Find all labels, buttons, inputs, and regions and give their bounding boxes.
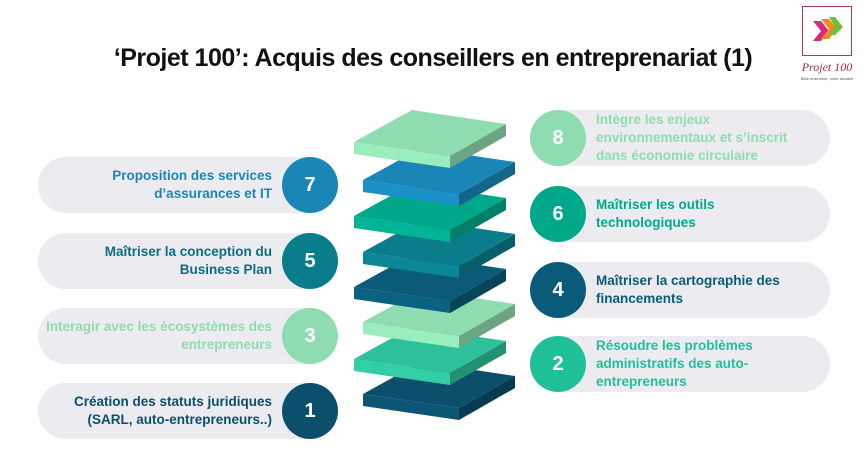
item-text: Création des statuts juridiques (SARL, a…	[73, 394, 272, 427]
item-text: Maîtriser la cartographie des financemen…	[596, 273, 780, 306]
logo-tagline: Bâtir ensemble, créer durable	[800, 76, 854, 81]
item-text: Résoudre les problèmes administratifs de…	[596, 338, 753, 389]
number-badge: 2	[530, 336, 586, 392]
logo-name: Projet 100	[801, 60, 853, 74]
item-text: Proposition des services d’assurances et…	[112, 168, 272, 201]
number-badge: 4	[530, 262, 586, 318]
item-text: Intègre les enjeux environnementaux et s…	[596, 112, 788, 163]
item-3: Interagir avec les écosystèmes des entre…	[38, 308, 338, 364]
number-badge: 7	[282, 157, 338, 213]
item-4: Maîtriser la cartographie des financemen…	[530, 262, 830, 318]
chevron-logo-icon	[813, 17, 843, 41]
item-8: Intègre les enjeux environnementaux et s…	[530, 110, 830, 166]
item-1: Création des statuts juridiques (SARL, a…	[38, 383, 338, 439]
stack-plate-8	[354, 110, 506, 168]
item-text: Maîtriser les outils technologiques	[596, 197, 715, 230]
number-badge: 1	[282, 383, 338, 439]
item-5: Maîtriser la conception du Business Plan…	[38, 233, 338, 289]
item-6: Maîtriser les outils technologiques 6	[530, 186, 830, 242]
item-7: Proposition des services d’assurances et…	[38, 157, 338, 213]
item-text: Maîtriser la conception du Business Plan	[104, 244, 272, 277]
number-badge: 5	[282, 233, 338, 289]
page-title: ‘Projet 100’: Acquis des conseillers en …	[113, 44, 753, 72]
number-badge: 8	[530, 110, 586, 166]
item-2: Résoudre les problèmes administratifs de…	[530, 336, 830, 392]
item-text: Interagir avec les écosystèmes des entre…	[46, 319, 272, 352]
number-badge: 3	[282, 308, 338, 364]
number-badge: 6	[530, 186, 586, 242]
logo	[802, 6, 852, 56]
